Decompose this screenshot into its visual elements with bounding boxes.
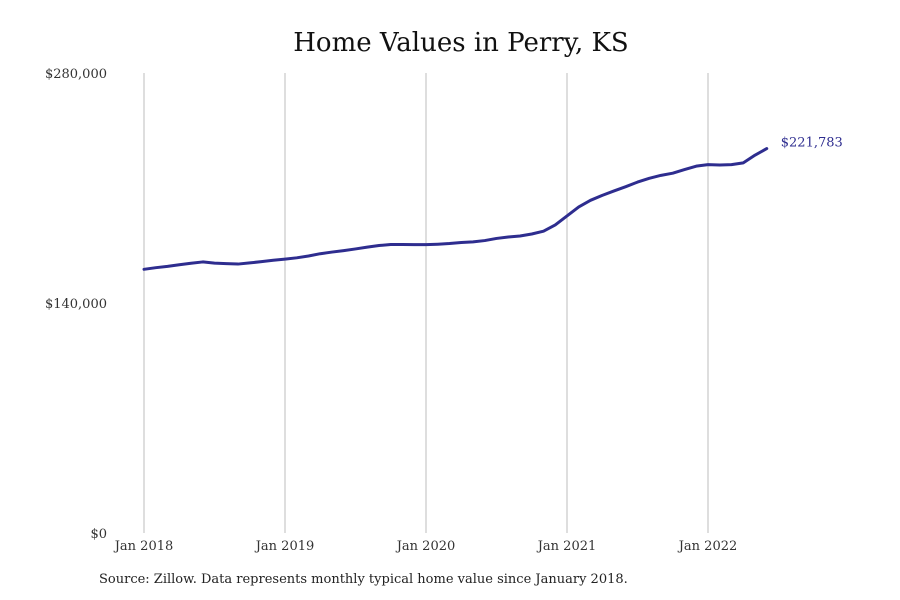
x-tick-label: Jan 2021 (536, 539, 597, 554)
vertical-grid-lines (143, 73, 709, 533)
x-axis-tick-labels: Jan 2018 Jan 2019 Jan 2020 Jan 2021 Jan 2022 (113, 539, 738, 554)
x-tick-label: Jan 2018 (113, 539, 174, 554)
chart-title: Home Values in Perry, KS (293, 28, 628, 58)
series-line (142, 147, 769, 271)
y-tick-label: $0 (90, 527, 107, 542)
x-tick-label: Jan 2020 (395, 539, 456, 554)
source-note: Source: Zillow. Data represents monthly … (99, 572, 628, 587)
y-tick-label: $280,000 (45, 67, 107, 82)
x-tick-label: Jan 2019 (254, 539, 315, 554)
y-axis-tick-labels: $0 $140,000 $280,000 (45, 67, 107, 542)
y-tick-label: $140,000 (45, 297, 107, 312)
end-value-label: $221,783 (781, 136, 843, 151)
x-tick-label: Jan 2022 (677, 539, 738, 554)
